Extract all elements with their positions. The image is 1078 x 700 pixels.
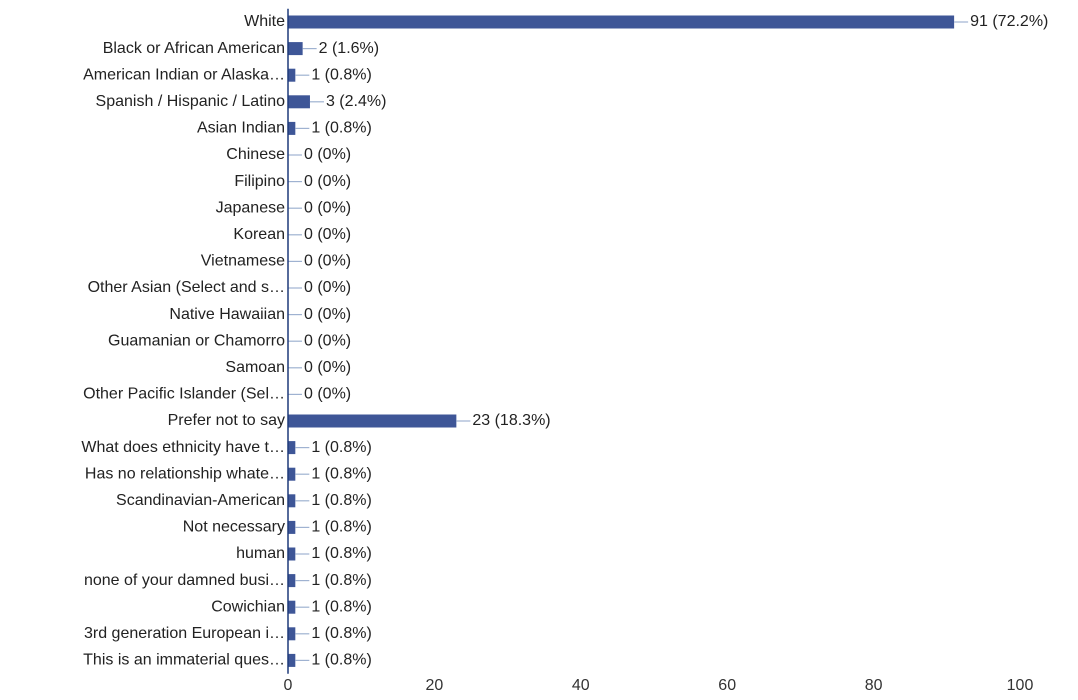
bar-15 [288, 414, 457, 428]
data-label-12: 0 (0%) [304, 332, 351, 349]
data-label-10: 0 (0%) [304, 279, 351, 296]
data-label-9: 0 (0%) [304, 253, 351, 270]
data-labels-group: 91 (72.2%) 2 (1.6%) 1 (0.8%) 3 (2.4%) 1 (0.8… [304, 13, 1048, 668]
data-label-4: 1 (0.8%) [311, 120, 371, 137]
data-label-14: 0 (0%) [304, 386, 351, 403]
category-label-24: This is an immaterial ques… [83, 652, 285, 669]
data-label-21: 1 (0.8%) [311, 572, 371, 589]
bar-0 [288, 15, 955, 29]
data-label-20: 1 (0.8%) [311, 545, 371, 562]
category-label-10: Other Asian (Select and s… [88, 279, 285, 296]
category-label-13: Samoan [225, 359, 285, 376]
category-label-0: White [244, 13, 285, 30]
x-tick-labels-group: 0 20 40 60 80 100 [284, 677, 1034, 694]
bar-1 [288, 42, 303, 56]
category-label-11: Native Hawaiian [169, 306, 285, 323]
data-label-8: 0 (0%) [304, 226, 351, 243]
data-label-15: 23 (18.3%) [472, 412, 550, 429]
data-label-11: 0 (0%) [304, 306, 351, 323]
category-label-20: human [236, 545, 285, 562]
data-label-24: 1 (0.8%) [311, 652, 371, 669]
bar-21 [288, 574, 296, 588]
data-label-6: 0 (0%) [304, 173, 351, 190]
category-label-4: Asian Indian [197, 120, 285, 137]
data-label-7: 0 (0%) [304, 199, 351, 216]
bar-19 [288, 520, 296, 534]
category-label-21: none of your damned busi… [84, 572, 285, 589]
data-label-2: 1 (0.8%) [311, 66, 371, 83]
x-tick-label-1: 20 [426, 677, 444, 694]
category-label-1: Black or African American [103, 40, 285, 57]
category-label-22: Cowichian [211, 598, 285, 615]
category-label-14: Other Pacific Islander (Sel… [83, 386, 285, 403]
category-label-18: Scandinavian-American [116, 492, 285, 509]
data-label-22: 1 (0.8%) [311, 598, 371, 615]
category-label-19: Not necessary [183, 519, 285, 536]
x-tick-label-3: 60 [718, 677, 736, 694]
bar-16 [288, 441, 296, 455]
data-label-5: 0 (0%) [304, 146, 351, 163]
category-label-2: American Indian or Alaska… [83, 66, 285, 83]
data-label-3: 3 (2.4%) [326, 93, 386, 110]
category-label-8: Korean [233, 226, 285, 243]
data-label-16: 1 (0.8%) [311, 439, 371, 456]
category-label-17: Has no relationship whate… [85, 465, 285, 482]
category-label-3: Spanish / Hispanic / Latino [96, 93, 286, 110]
data-label-18: 1 (0.8%) [311, 492, 371, 509]
x-tick-label-0: 0 [284, 677, 293, 694]
category-label-5: Chinese [226, 146, 285, 163]
category-label-6: Filipino [234, 173, 285, 190]
bars-group [288, 15, 955, 667]
data-label-0: 91 (72.2%) [970, 13, 1048, 30]
bar-24 [288, 653, 296, 667]
data-label-13: 0 (0%) [304, 359, 351, 376]
x-tick-label-2: 40 [572, 677, 590, 694]
bar-2 [288, 68, 296, 82]
category-label-15: Prefer not to say [168, 412, 285, 429]
category-label-23: 3rd generation European i… [84, 625, 285, 642]
data-label-1: 2 (1.6%) [319, 40, 379, 57]
bar-3 [288, 95, 310, 109]
bar-22 [288, 600, 296, 614]
data-label-17: 1 (0.8%) [311, 465, 371, 482]
bar-4 [288, 121, 296, 135]
x-tick-label-4: 80 [865, 677, 883, 694]
category-label-7: Japanese [216, 199, 285, 216]
bar-23 [288, 627, 296, 641]
bar-18 [288, 494, 296, 508]
leader-lines-group [288, 21, 969, 662]
category-label-12: Guamanian or Chamorro [108, 332, 285, 349]
data-label-19: 1 (0.8%) [311, 519, 371, 536]
category-label-16: What does ethnicity have t… [81, 439, 285, 456]
bar-17 [288, 467, 296, 481]
category-label-9: Vietnamese [201, 253, 285, 270]
x-tick-label-5: 100 [1007, 677, 1034, 694]
bar-20 [288, 547, 296, 561]
category-labels-group: White Black or African American American I… [81, 13, 285, 668]
data-label-23: 1 (0.8%) [311, 625, 371, 642]
